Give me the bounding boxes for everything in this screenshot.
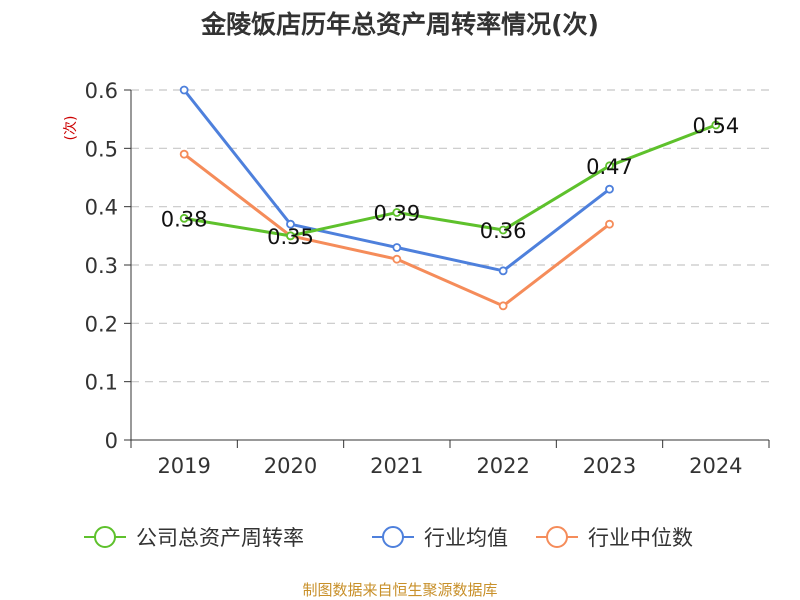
data-point <box>498 225 508 235</box>
data-point <box>711 120 721 130</box>
data-point <box>498 301 508 311</box>
data-point <box>605 219 614 229</box>
legend-label: 行业均值 <box>424 526 508 550</box>
x-tick-label: 2021 <box>370 454 423 478</box>
y-tick-label: 0.2 <box>85 312 118 336</box>
legend-swatch-marker <box>94 526 116 548</box>
data-labels: 0.38 0.35 0.39 0.36 0.47 0.54 <box>161 114 739 249</box>
data-point <box>392 208 402 217</box>
data-point <box>286 231 295 241</box>
y-tick-label: 0.3 <box>85 254 118 278</box>
x-tick-label: 2019 <box>157 454 210 478</box>
x-tick-label: 2024 <box>689 454 742 478</box>
legend: 公司总资产周转率 行业均值 行业中位数 <box>84 526 693 550</box>
chart-title: 金陵饭店历年总资产周转率情况(次) <box>200 10 599 39</box>
grid-lines <box>131 89 769 383</box>
y-tick-label: 0 <box>105 429 118 453</box>
legend-swatch-marker <box>382 526 404 548</box>
legend-swatch-marker <box>546 526 568 548</box>
x-tick-label: 2023 <box>583 454 636 478</box>
data-label: 0.47 <box>586 155 633 179</box>
data-point <box>605 184 614 194</box>
y-tick-labels: 0 0.1 0.2 0.3 0.4 0.5 0.6 <box>85 79 118 453</box>
y-tick-label: 0.5 <box>85 137 118 161</box>
axes <box>124 89 770 448</box>
legend-label: 行业中位数 <box>588 526 693 550</box>
data-point <box>179 213 189 223</box>
data-point <box>286 219 295 229</box>
data-label: 0.38 <box>161 207 208 231</box>
y-tick-label: 0.4 <box>85 196 118 220</box>
data-point <box>392 243 402 252</box>
x-tick-label: 2022 <box>476 454 529 478</box>
y-tick-label: 0.1 <box>85 371 118 395</box>
x-tick-label: 2020 <box>264 454 317 478</box>
series-group <box>179 85 721 311</box>
data-point <box>179 149 189 159</box>
data-point <box>605 161 614 171</box>
data-label: 0.35 <box>267 225 314 249</box>
y-tick-label: 0.6 <box>85 79 118 103</box>
x-tick-labels: 2019 2020 2021 2022 2023 2024 <box>157 454 742 478</box>
data-label: 0.36 <box>480 219 527 243</box>
series-line <box>183 123 717 238</box>
data-point <box>498 266 508 276</box>
legend-label: 公司总资产周转率 <box>136 526 304 550</box>
data-point <box>392 254 402 264</box>
source-note: 制图数据来自恒生聚源数据库 <box>302 581 497 599</box>
data-label: 0.39 <box>373 202 420 226</box>
data-point <box>179 85 189 95</box>
data-label: 0.54 <box>692 114 739 138</box>
y-axis-label: (次) <box>63 116 79 141</box>
